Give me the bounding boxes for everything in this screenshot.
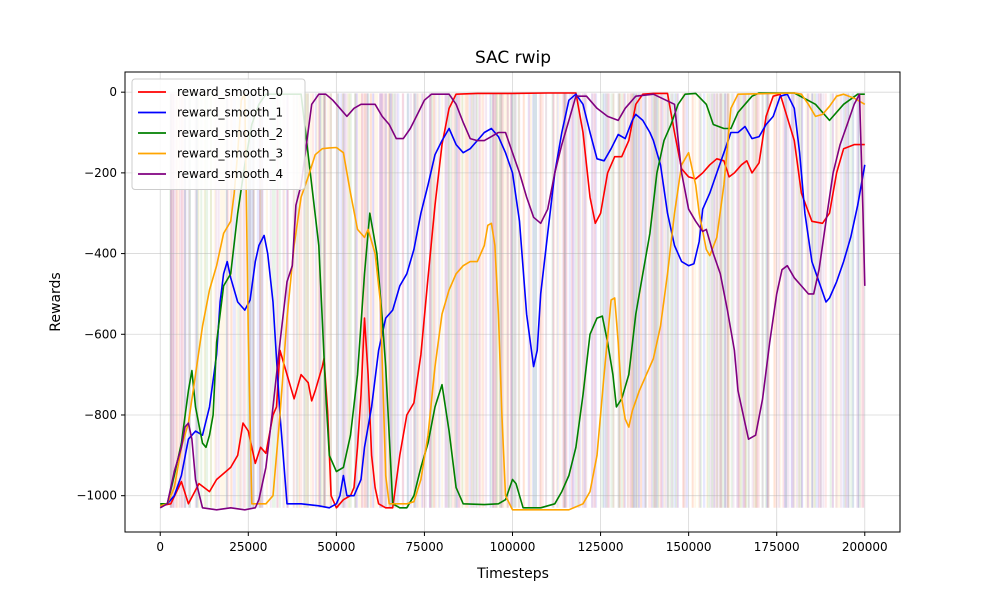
y-tick-label-1: −800 xyxy=(84,408,117,422)
x-tick-label-6: 150000 xyxy=(666,540,712,554)
x-axis: 0 25000 50000 75000 100000 125000 150000 175000… xyxy=(156,532,888,554)
legend-label-2: reward_smooth_2 xyxy=(177,126,283,140)
y-axis-label: Rewards xyxy=(48,272,64,331)
y-tick-label-2: −600 xyxy=(84,327,117,341)
y-tick-label-0: −1000 xyxy=(76,489,117,503)
y-tick-label-5: 0 xyxy=(109,85,117,99)
x-tick-label-0: 0 xyxy=(156,540,164,554)
legend-label-3: reward_smooth_3 xyxy=(177,147,283,161)
legend-label-4: reward_smooth_4 xyxy=(177,167,283,181)
x-tick-label-4: 100000 xyxy=(490,540,536,554)
series-line-3 xyxy=(159,92,866,511)
series-line-1 xyxy=(159,93,866,509)
legend: reward_smooth_0 reward_smooth_1 reward_smo… xyxy=(131,78,306,190)
raw-trace-3 xyxy=(171,93,841,508)
x-tick-label-1: 25000 xyxy=(229,540,267,554)
legend-label-1: reward_smooth_1 xyxy=(177,106,283,120)
raw-reward-traces xyxy=(169,93,865,508)
raw-trace-0 xyxy=(170,93,864,508)
raw-trace-1 xyxy=(170,93,860,508)
x-tick-label-8: 200000 xyxy=(842,540,888,554)
y-tick-label-4: −200 xyxy=(84,166,117,180)
x-tick-label-7: 175000 xyxy=(754,540,800,554)
legend-box xyxy=(131,78,306,190)
x-axis-label: Timesteps xyxy=(476,566,549,582)
x-tick-label-5: 125000 xyxy=(578,540,624,554)
y-tick-label-3: −400 xyxy=(84,247,117,261)
legend-label-0: reward_smooth_0 xyxy=(177,85,283,99)
y-axis: −1000 −800 −600 −400 −200 0 xyxy=(76,85,125,503)
chart-title: SAC rwip xyxy=(475,48,551,68)
x-tick-label-3: 75000 xyxy=(405,540,443,554)
x-tick-label-2: 50000 xyxy=(317,540,355,554)
series-lines xyxy=(159,92,866,511)
series-line-0 xyxy=(160,92,865,509)
series-line-4 xyxy=(159,93,866,511)
